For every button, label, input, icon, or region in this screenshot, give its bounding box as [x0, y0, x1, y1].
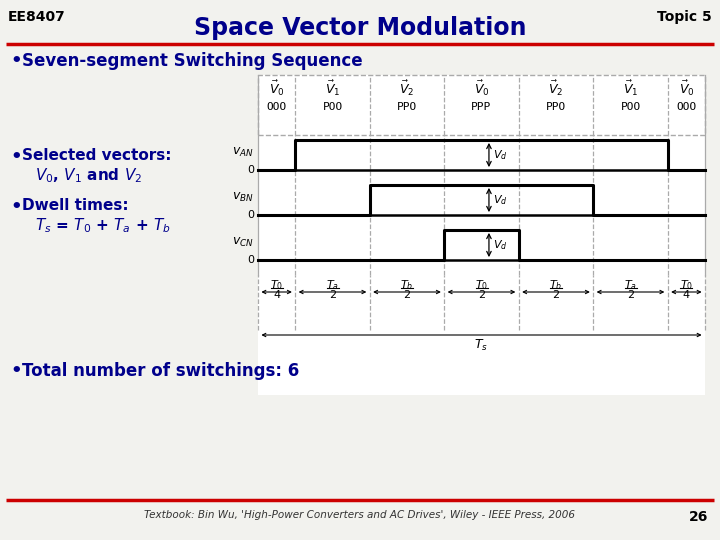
Text: •: • — [10, 362, 22, 380]
Text: 4: 4 — [273, 290, 280, 300]
Text: Textbook: Bin Wu, 'High-Power Converters and AC Drives', Wiley - IEEE Press, 200: Textbook: Bin Wu, 'High-Power Converters… — [145, 510, 575, 520]
Text: $V_d$: $V_d$ — [493, 238, 508, 252]
Text: $T_s$: $T_s$ — [474, 338, 488, 353]
Text: 2: 2 — [627, 290, 634, 300]
Text: $T_a$: $T_a$ — [624, 278, 637, 292]
Text: EE8407: EE8407 — [8, 10, 66, 24]
Text: $T_0$: $T_0$ — [680, 278, 693, 292]
Text: $T_0$: $T_0$ — [270, 278, 283, 292]
Text: 0: 0 — [247, 210, 254, 220]
Text: OOO: OOO — [266, 102, 287, 112]
Text: PPO: PPO — [546, 102, 566, 112]
Text: PPP: PPP — [472, 102, 492, 112]
Text: OOO: OOO — [676, 102, 696, 112]
FancyBboxPatch shape — [258, 75, 705, 135]
Text: $V_0$, $V_1$ and $V_2$: $V_0$, $V_1$ and $V_2$ — [35, 166, 143, 185]
Text: POO: POO — [621, 102, 641, 112]
Text: $V_d$: $V_d$ — [493, 193, 508, 207]
Text: Selected vectors:: Selected vectors: — [22, 148, 171, 163]
Text: $\vec{V}_2$: $\vec{V}_2$ — [400, 79, 415, 98]
Text: $\vec{V}_1$: $\vec{V}_1$ — [325, 79, 341, 98]
Text: $T_s$ = $T_0$ + $T_a$ + $T_b$: $T_s$ = $T_0$ + $T_a$ + $T_b$ — [35, 216, 171, 235]
Text: $\vec{V}_0$: $\vec{V}_0$ — [269, 79, 284, 98]
Text: $T_a$: $T_a$ — [326, 278, 339, 292]
Text: 2: 2 — [478, 290, 485, 300]
Text: $\vec{V}_0$: $\vec{V}_0$ — [678, 79, 694, 98]
Text: Topic 5: Topic 5 — [657, 10, 712, 24]
Text: $\vec{V}_0$: $\vec{V}_0$ — [474, 79, 490, 98]
Bar — [258, 75, 705, 395]
Text: 0: 0 — [247, 165, 254, 175]
Text: 4: 4 — [683, 290, 690, 300]
Text: 2: 2 — [403, 290, 410, 300]
Text: $T_b$: $T_b$ — [400, 278, 414, 292]
Text: •: • — [10, 52, 22, 70]
Text: $T_0$: $T_0$ — [475, 278, 488, 292]
Text: Total number of switchings: 6: Total number of switchings: 6 — [22, 362, 300, 380]
Text: $T_b$: $T_b$ — [549, 278, 562, 292]
Text: $v_{AN}$: $v_{AN}$ — [233, 145, 254, 159]
Text: Seven-segment Switching Sequence: Seven-segment Switching Sequence — [22, 52, 363, 70]
Text: 2: 2 — [329, 290, 336, 300]
Text: Space Vector Modulation: Space Vector Modulation — [194, 16, 526, 40]
Text: PPO: PPO — [397, 102, 417, 112]
Text: •: • — [10, 148, 22, 166]
Text: 26: 26 — [688, 510, 708, 524]
Text: $\vec{V}_2$: $\vec{V}_2$ — [549, 79, 564, 98]
Text: •: • — [10, 198, 22, 216]
Text: 2: 2 — [552, 290, 559, 300]
Text: $V_d$: $V_d$ — [493, 148, 508, 162]
Text: $\vec{V}_1$: $\vec{V}_1$ — [623, 79, 638, 98]
Text: POO: POO — [323, 102, 343, 112]
Text: $v_{CN}$: $v_{CN}$ — [232, 235, 254, 248]
Text: $v_{BN}$: $v_{BN}$ — [233, 191, 254, 204]
Text: 0: 0 — [247, 255, 254, 265]
Text: Dwell times:: Dwell times: — [22, 198, 129, 213]
